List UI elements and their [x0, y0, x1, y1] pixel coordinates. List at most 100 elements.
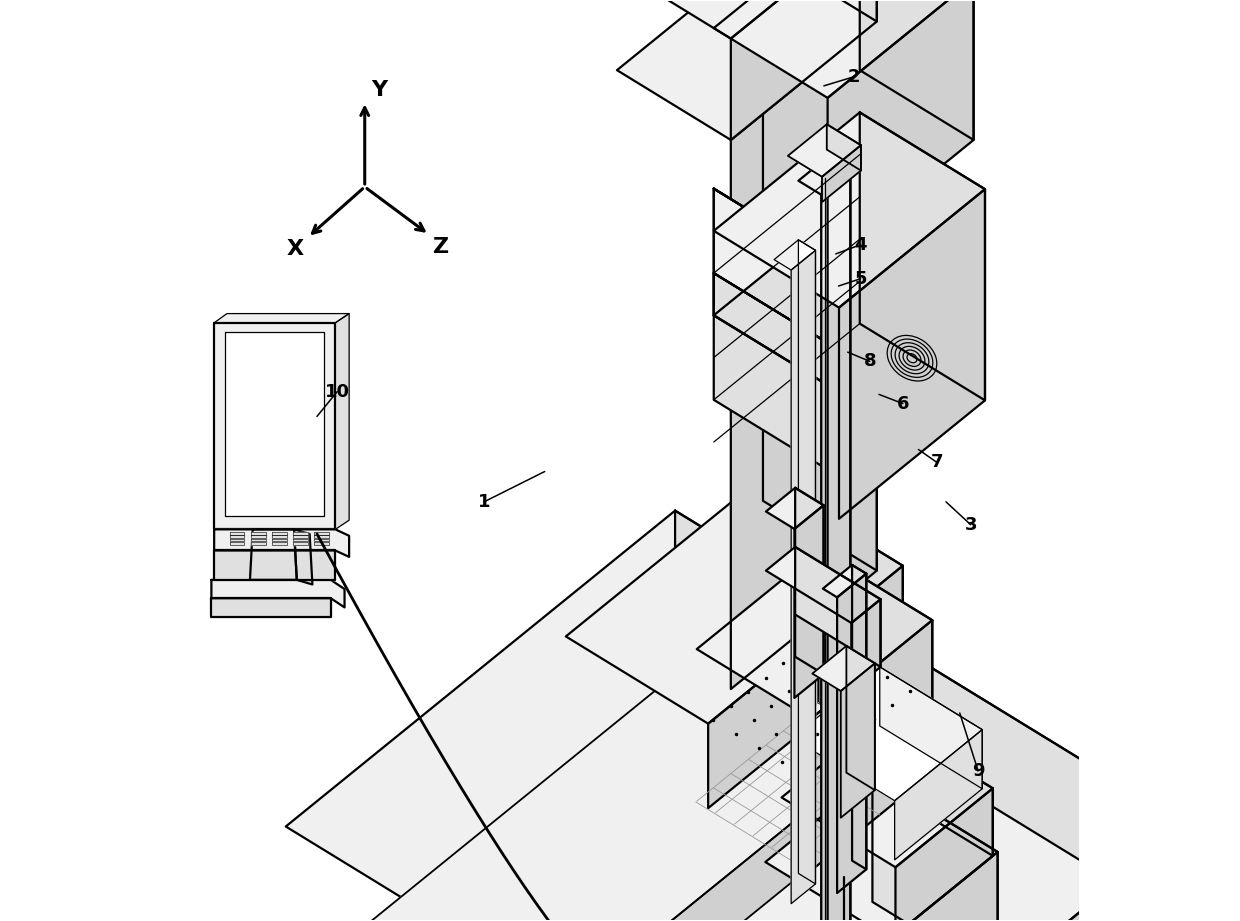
Polygon shape [799, 239, 816, 884]
Polygon shape [229, 535, 244, 538]
Polygon shape [250, 542, 265, 545]
Polygon shape [714, 189, 827, 385]
Polygon shape [839, 189, 985, 519]
Text: Y: Y [371, 80, 387, 100]
Polygon shape [293, 535, 308, 538]
Polygon shape [774, 239, 816, 270]
Polygon shape [211, 580, 345, 608]
Text: 2: 2 [848, 67, 861, 86]
Polygon shape [795, 506, 823, 698]
Text: Z: Z [433, 237, 449, 257]
Polygon shape [812, 646, 875, 691]
Polygon shape [371, 605, 931, 921]
Polygon shape [675, 510, 1188, 921]
Polygon shape [714, 189, 827, 385]
Polygon shape [229, 531, 244, 534]
Polygon shape [852, 565, 867, 869]
Text: 6: 6 [897, 394, 909, 413]
Polygon shape [314, 531, 329, 534]
Polygon shape [811, 620, 932, 871]
Polygon shape [250, 539, 265, 542]
Polygon shape [859, 0, 973, 140]
Polygon shape [250, 530, 296, 580]
Polygon shape [215, 551, 335, 580]
Polygon shape [618, 0, 877, 140]
Polygon shape [697, 551, 932, 719]
Polygon shape [272, 539, 286, 542]
Polygon shape [215, 322, 335, 530]
Polygon shape [879, 718, 993, 856]
Polygon shape [763, 0, 877, 21]
Polygon shape [294, 530, 312, 585]
Polygon shape [895, 788, 993, 921]
Polygon shape [714, 274, 827, 470]
Polygon shape [211, 599, 331, 616]
Text: X: X [286, 239, 304, 260]
Polygon shape [760, 479, 903, 650]
Polygon shape [787, 124, 861, 177]
Polygon shape [763, 0, 877, 571]
Polygon shape [823, 565, 867, 598]
Polygon shape [766, 488, 823, 529]
Polygon shape [250, 531, 265, 534]
Polygon shape [760, 605, 931, 769]
Polygon shape [827, 157, 851, 921]
Text: 9: 9 [972, 762, 985, 780]
Polygon shape [837, 574, 867, 893]
Polygon shape [791, 251, 816, 904]
Polygon shape [852, 600, 880, 691]
Polygon shape [859, 112, 985, 401]
Polygon shape [799, 824, 1188, 921]
Polygon shape [827, 0, 973, 259]
Polygon shape [293, 542, 308, 545]
Polygon shape [293, 539, 308, 542]
Polygon shape [795, 488, 823, 674]
Polygon shape [618, 0, 877, 39]
Text: 10: 10 [325, 382, 350, 401]
Polygon shape [272, 531, 286, 534]
Polygon shape [229, 539, 244, 542]
Polygon shape [765, 775, 998, 921]
Polygon shape [565, 479, 903, 724]
Text: 5: 5 [854, 270, 867, 287]
Polygon shape [272, 535, 286, 538]
Polygon shape [879, 667, 982, 788]
Polygon shape [822, 146, 861, 202]
Polygon shape [792, 667, 982, 800]
Text: 7: 7 [930, 453, 944, 472]
Polygon shape [714, 0, 973, 98]
Polygon shape [781, 718, 993, 868]
Polygon shape [285, 510, 1188, 921]
Polygon shape [314, 535, 329, 538]
Polygon shape [250, 535, 265, 538]
Polygon shape [714, 189, 827, 259]
Text: 1: 1 [477, 493, 490, 511]
Polygon shape [799, 157, 851, 194]
Polygon shape [215, 530, 350, 557]
Polygon shape [873, 775, 998, 921]
Polygon shape [730, 0, 877, 140]
Polygon shape [730, 21, 877, 689]
Polygon shape [314, 539, 329, 542]
Polygon shape [542, 710, 931, 921]
Polygon shape [272, 542, 286, 545]
Polygon shape [818, 551, 932, 772]
Polygon shape [827, 124, 861, 170]
Polygon shape [766, 547, 880, 623]
Polygon shape [293, 531, 308, 534]
Text: 4: 4 [854, 236, 867, 253]
Polygon shape [714, 112, 985, 308]
Text: 3: 3 [965, 516, 977, 534]
Polygon shape [335, 313, 350, 530]
Polygon shape [314, 542, 329, 545]
Polygon shape [229, 542, 244, 545]
Polygon shape [708, 565, 903, 808]
Polygon shape [226, 332, 325, 516]
Text: 8: 8 [863, 353, 877, 370]
Polygon shape [847, 646, 875, 790]
Polygon shape [714, 274, 827, 343]
Polygon shape [821, 171, 851, 921]
Polygon shape [890, 852, 998, 921]
Polygon shape [894, 729, 982, 860]
Polygon shape [841, 663, 875, 818]
